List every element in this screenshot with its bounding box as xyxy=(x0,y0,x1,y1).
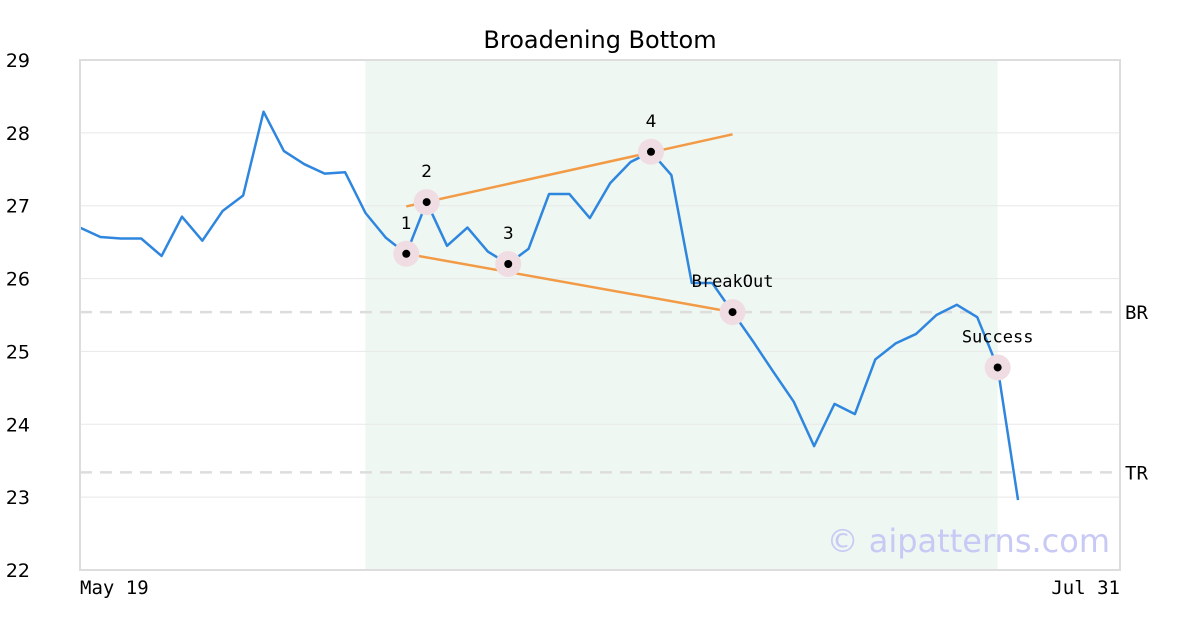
y-axis-ticks: 22 23 24 25 26 27 28 29 xyxy=(6,50,30,582)
point-label: 1 xyxy=(401,214,412,234)
price-line xyxy=(79,110,1020,501)
highlight-region xyxy=(365,60,998,570)
point-label: 4 xyxy=(646,112,657,132)
trend-line xyxy=(406,133,733,208)
levels-layer: BR TR xyxy=(80,302,1148,484)
y-tick-label: 26 xyxy=(6,269,30,291)
point-label: 3 xyxy=(503,224,514,244)
level-label: BR xyxy=(1125,302,1148,324)
y-tick-label: 22 xyxy=(6,560,30,582)
point-marker xyxy=(993,363,1002,372)
point-marker xyxy=(504,260,513,268)
point-marker xyxy=(422,198,431,207)
x-tick-label: May 19 xyxy=(80,577,149,599)
y-tick-label: 23 xyxy=(6,487,30,509)
points-layer: 1 2 3 4 BreakOut Success xyxy=(393,112,1033,381)
y-tick-label: 24 xyxy=(6,414,30,436)
level-label: TR xyxy=(1125,462,1148,484)
point-label: Success xyxy=(962,327,1034,347)
highlight-region-layer xyxy=(365,60,998,570)
series-layer xyxy=(79,110,1020,501)
y-tick-label: 27 xyxy=(6,196,30,218)
plot-frame xyxy=(79,59,1121,571)
point-marker xyxy=(728,308,737,317)
y-tick-label: 29 xyxy=(6,50,30,72)
trend-lines xyxy=(406,133,733,314)
trend-line xyxy=(406,252,733,314)
x-tick-label: Jul 31 xyxy=(1051,577,1120,599)
point-label: BreakOut xyxy=(692,272,774,292)
x-axis-ticks: May 19 Jul 31 xyxy=(80,577,1120,599)
point-label: 2 xyxy=(421,162,432,182)
point-marker xyxy=(402,249,411,258)
chart-title: Broadening Bottom xyxy=(483,26,716,54)
watermark: © aipatterns.com xyxy=(827,522,1110,560)
watermark-layer: © aipatterns.com xyxy=(827,522,1110,560)
point-marker xyxy=(646,147,655,156)
y-tick-label: 28 xyxy=(6,123,30,145)
y-tick-label: 25 xyxy=(6,341,30,363)
